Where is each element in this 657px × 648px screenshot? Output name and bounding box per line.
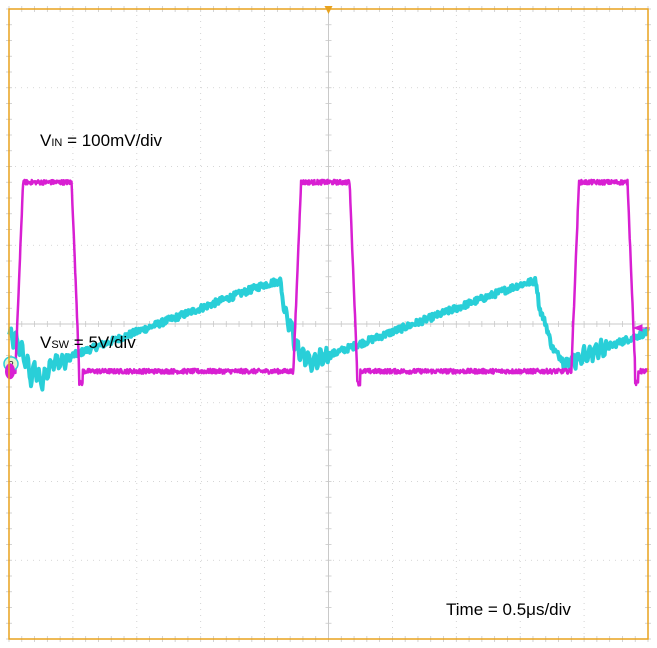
- vin-label-sub: IN: [51, 137, 63, 149]
- vsw-label-main: V: [40, 333, 52, 352]
- time-scale-label: Time = 0.5μs/div: [446, 600, 571, 619]
- vsw-trace: [7, 178, 650, 387]
- vin-scale-label: VIN = 100mV/div: [40, 131, 162, 151]
- traces: [7, 178, 650, 392]
- trigger-arrow-icon: [324, 6, 333, 14]
- vsw-label-sub: SW: [51, 339, 70, 351]
- plot-frame: [8, 8, 649, 640]
- vin-label-rest: = 100mV/div: [62, 131, 163, 150]
- vin-label-main: V: [40, 131, 52, 150]
- vsw-scale-label: VSW = 5V/div: [40, 333, 136, 353]
- channel-markers: 2: [3, 6, 650, 380]
- vsw-label-rest: = 5V/div: [69, 333, 136, 352]
- channel-1-marker-icon: [5, 363, 15, 380]
- vin-trace: [7, 276, 650, 392]
